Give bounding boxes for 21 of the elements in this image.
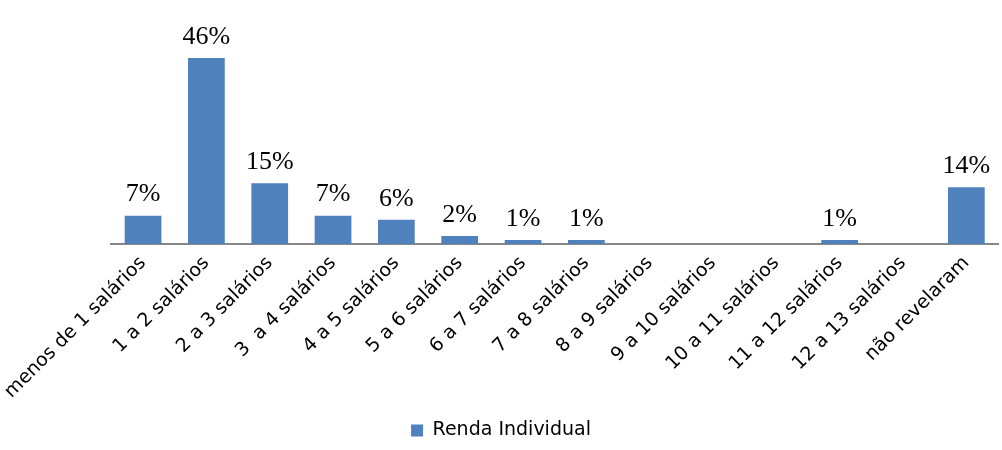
bar	[378, 219, 415, 244]
data-label: 2%	[442, 198, 478, 228]
data-label: 15%	[245, 146, 294, 176]
data-label: 7%	[125, 178, 161, 208]
data-label: 14%	[942, 150, 991, 180]
bar	[251, 183, 289, 244]
legend-label: Renda Individual	[432, 417, 591, 440]
bar	[568, 239, 605, 244]
bar	[188, 58, 225, 244]
bar	[947, 187, 985, 244]
bar	[504, 239, 542, 244]
data-label: 46%	[182, 20, 231, 50]
data-label: 6%	[379, 182, 414, 212]
bar	[441, 235, 479, 244]
bar	[124, 215, 162, 244]
data-label: 1%	[569, 202, 604, 232]
bar	[821, 239, 859, 244]
data-label: 7%	[315, 178, 351, 208]
data-label: 1%	[505, 202, 541, 232]
data-label: 1%	[822, 202, 858, 232]
bar	[314, 215, 352, 244]
